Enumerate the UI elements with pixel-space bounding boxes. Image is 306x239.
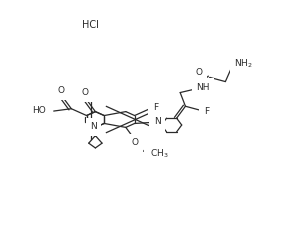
Text: N: N xyxy=(154,117,160,126)
Text: F: F xyxy=(203,107,209,116)
Text: NH$_2$: NH$_2$ xyxy=(234,58,253,70)
Text: HCl: HCl xyxy=(82,20,99,30)
Text: NH: NH xyxy=(196,83,210,92)
Text: N: N xyxy=(90,122,97,131)
Text: F: F xyxy=(153,103,158,112)
Text: O: O xyxy=(196,68,203,77)
Text: O: O xyxy=(58,86,65,95)
Text: O: O xyxy=(132,138,139,147)
Text: CH$_3$: CH$_3$ xyxy=(150,148,169,160)
Text: HO: HO xyxy=(32,106,46,115)
Text: O: O xyxy=(82,88,88,97)
